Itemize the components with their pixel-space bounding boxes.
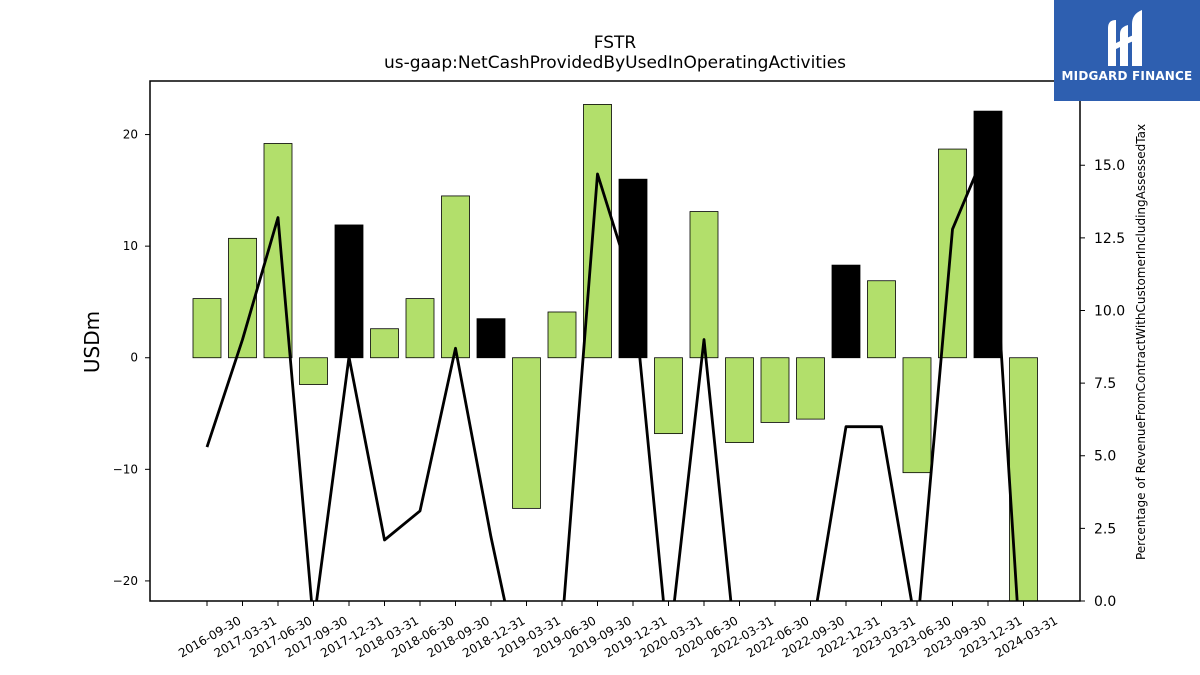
y2-tick-label: 12.5 xyxy=(1094,231,1125,247)
y2-tick-label: 10.0 xyxy=(1094,303,1125,319)
bar-series xyxy=(192,104,1038,602)
y2-tick-label: 5.0 xyxy=(1094,449,1116,465)
bar xyxy=(654,357,683,435)
bar xyxy=(441,195,470,359)
y2-tick-label: 2.5 xyxy=(1094,521,1116,537)
chart-title: FSTR xyxy=(594,33,637,53)
bar xyxy=(192,298,222,359)
bar xyxy=(867,280,896,359)
bar xyxy=(405,298,435,359)
bar xyxy=(689,211,719,359)
midgard-logo-icon xyxy=(1108,10,1142,66)
plot-frame xyxy=(149,80,1081,602)
bar xyxy=(370,328,399,359)
chart-subtitle: us-gaap:NetCashProvidedByUsedInOperating… xyxy=(384,53,846,73)
bar xyxy=(299,357,328,385)
midgard-finance-logo: MIDGARD FINANCE xyxy=(1054,0,1200,101)
bar xyxy=(583,104,612,359)
bar xyxy=(512,357,541,509)
y-tick-label: −10 xyxy=(113,462,138,476)
y2-tick-label: 0.0 xyxy=(1094,594,1116,610)
y2-tick-label: 7.5 xyxy=(1094,376,1116,392)
y-tick-label: −20 xyxy=(113,574,138,588)
line-series xyxy=(205,143,1019,601)
y2-axis-label: Percentage of RevenueFromContractWithCus… xyxy=(1134,124,1148,560)
bar xyxy=(725,357,754,443)
bar xyxy=(334,224,364,359)
y-tick-label: 0 xyxy=(130,351,138,365)
y-tick-label: 10 xyxy=(123,239,138,253)
bar xyxy=(547,311,577,359)
line-path xyxy=(205,143,1019,601)
bar xyxy=(796,357,825,420)
bar xyxy=(902,357,932,474)
y-axis-label: USDm xyxy=(80,311,104,373)
bar xyxy=(760,357,790,423)
bar xyxy=(476,318,506,359)
logo-text: MIDGARD FINANCE xyxy=(1061,69,1193,83)
y-tick-label: 20 xyxy=(123,128,138,142)
y2-tick-label: 15.0 xyxy=(1094,158,1125,174)
bar xyxy=(831,264,861,359)
bar xyxy=(618,178,648,359)
